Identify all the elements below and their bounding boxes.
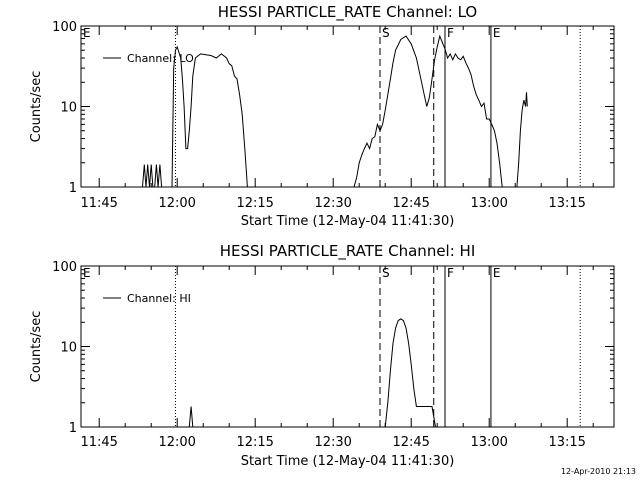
x-tick-label: 12:30: [314, 196, 351, 211]
y-tick-label: 100: [52, 260, 77, 275]
legend-label: Channel: HI: [127, 292, 191, 305]
y-tick-label: 1: [69, 421, 77, 436]
x-tick-label: 12:00: [158, 435, 195, 450]
x-axis-label: Start Time (12-May-04 11:41:30): [241, 214, 455, 229]
series-line: [171, 45, 248, 188]
x-tick-label: 12:30: [314, 435, 351, 450]
x-tick-label: 13:00: [470, 435, 507, 450]
chart-title: HESSI PARTICLE_RATE Channel: LO: [218, 3, 477, 22]
x-tick-label: 12:45: [392, 196, 429, 211]
x-tick-label: 12:15: [236, 435, 273, 450]
event-marker-label: E: [493, 26, 501, 40]
event-marker-label: S: [382, 266, 390, 280]
event-marker-label: F: [447, 266, 454, 280]
x-tick-label: 12:00: [158, 196, 195, 211]
series-line: [188, 406, 194, 428]
plot-frame: [80, 265, 615, 428]
event-marker-label: E: [83, 266, 91, 280]
y-tick-label: 10: [60, 101, 77, 116]
series-line: [516, 92, 528, 188]
y-tick-label: 10: [60, 341, 77, 356]
series-line: [353, 34, 503, 188]
event-marker-label: E: [83, 26, 91, 40]
legend-label: Channel: LO: [127, 52, 194, 65]
y-axis-label: Counts/sec: [29, 311, 44, 383]
event-marker-label: S: [382, 26, 390, 40]
x-tick-label: 12:45: [392, 435, 429, 450]
event-marker-label: E: [493, 266, 501, 280]
y-tick-label: 1: [69, 181, 77, 196]
series-line: [142, 164, 163, 188]
x-tick-label: 13:00: [470, 196, 507, 211]
x-axis-label: Start Time (12-May-04 11:41:30): [241, 454, 455, 469]
plot-timestamp: 12-Apr-2010 21:13: [560, 467, 636, 476]
x-tick-label: 13:15: [548, 196, 585, 211]
series-line: [384, 318, 436, 428]
x-tick-label: 12:15: [236, 196, 273, 211]
x-tick-label: 13:15: [548, 435, 585, 450]
y-axis-label: Counts/sec: [29, 71, 44, 143]
x-tick-label: 11:45: [80, 196, 117, 211]
chart-title: HESSI PARTICLE_RATE Channel: HI: [220, 242, 476, 261]
plot-frame: [80, 25, 615, 188]
event-marker-label: F: [447, 26, 454, 40]
y-tick-label: 100: [52, 20, 77, 35]
x-tick-label: 11:45: [80, 435, 117, 450]
